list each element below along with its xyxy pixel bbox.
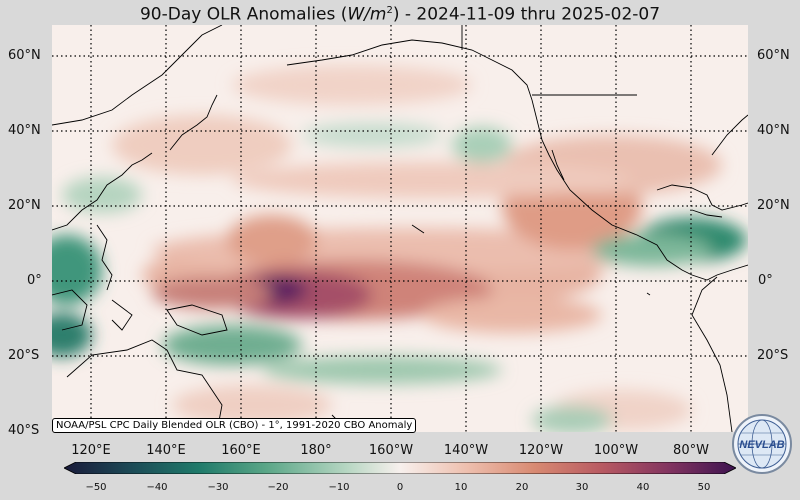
lon-label-100w: 100°W <box>593 443 639 458</box>
anomaly-field <box>52 65 747 432</box>
lon-label-120e: 120°E <box>71 443 111 458</box>
colorbar-tick-minus30: −30 <box>207 482 229 493</box>
lon-label-140w: 140°W <box>443 443 489 458</box>
lon-label-140e: 140°E <box>146 443 186 458</box>
lon-label-160w: 160°W <box>368 443 414 458</box>
graticule <box>52 25 748 432</box>
panama-outline <box>691 264 748 281</box>
globe-logo-icon: NEVLAB <box>732 414 792 474</box>
australia-outline <box>66 339 223 432</box>
east-asia-coast <box>52 25 223 126</box>
lon-label-180: 180° <box>300 443 332 458</box>
hawaii-outline <box>411 224 425 234</box>
aleutians-outline <box>286 39 533 101</box>
colorbar-tick-minus50: −50 <box>85 482 107 493</box>
colorbar-tick-10: 10 <box>454 482 468 493</box>
lat-label-left-40s: 40°S <box>8 423 40 438</box>
south-america-west-coast <box>691 276 733 432</box>
data-source-credit: NOAA/PSL CPC Daily Blended OLR (CBO) - 1… <box>52 418 417 433</box>
colorbar-tick-0: 0 <box>396 482 404 493</box>
japan-outline <box>169 94 218 151</box>
lat-label-left-eq: 0° <box>27 273 42 288</box>
cuba-outline <box>691 209 723 218</box>
china-coast <box>52 152 153 231</box>
lat-label-left-20n: 20°N <box>8 198 41 213</box>
olr-anomaly-map <box>52 25 748 432</box>
lon-label-80w: 80°W <box>673 443 709 458</box>
gulf-coast-outline <box>656 184 748 211</box>
lon-label-120w: 120°W <box>518 443 564 458</box>
coastlines <box>52 25 748 432</box>
colorbar <box>64 462 736 474</box>
logo-text: NEVLAB <box>739 439 784 451</box>
us-east-coast <box>711 114 748 156</box>
baja-california-outline <box>551 149 565 181</box>
lon-label-160e: 160°E <box>221 443 261 458</box>
title-prefix: 90-Day OLR Anomalies ( <box>139 4 348 25</box>
map-title: 90-Day OLR Anomalies (W/m2) - 2024-11-09… <box>0 0 800 25</box>
lat-label-left-20s: 20°S <box>8 348 40 363</box>
lat-label-left-40n: 40°N <box>8 123 41 138</box>
lat-label-right-40n: 40°N <box>757 123 790 138</box>
colorbar-tick-minus40: −40 <box>146 482 168 493</box>
colorbar-tick-minus10: −10 <box>328 482 350 493</box>
colorbar-tick-30: 30 <box>575 482 589 493</box>
colorbar-tick-50: 50 <box>697 482 711 493</box>
lat-label-right-20s: 20°S <box>757 348 789 363</box>
title-unit: W/m <box>347 4 387 25</box>
title-unit-exponent: 2 <box>386 5 393 16</box>
title-suffix: ) - 2024-11-09 thru 2025-02-07 <box>392 4 661 25</box>
north-america-west-coast <box>531 99 693 276</box>
lat-label-right-20n: 20°N <box>757 198 790 213</box>
lat-label-right-eq: 0° <box>758 273 773 288</box>
lat-label-right-60n: 60°N <box>757 48 790 63</box>
galapagos-outline <box>646 292 651 296</box>
colorbar-tick-20: 20 <box>515 482 529 493</box>
colorbar-tick-minus20: −20 <box>267 482 289 493</box>
new-guinea-outline <box>166 304 228 336</box>
sulawesi-outline <box>111 299 133 331</box>
borneo-outline <box>52 289 88 331</box>
colorbar-tick-40: 40 <box>636 482 650 493</box>
philippines-outline <box>96 224 113 291</box>
colorbar-gradient <box>64 462 736 474</box>
lat-label-left-60n: 60°N <box>8 48 41 63</box>
